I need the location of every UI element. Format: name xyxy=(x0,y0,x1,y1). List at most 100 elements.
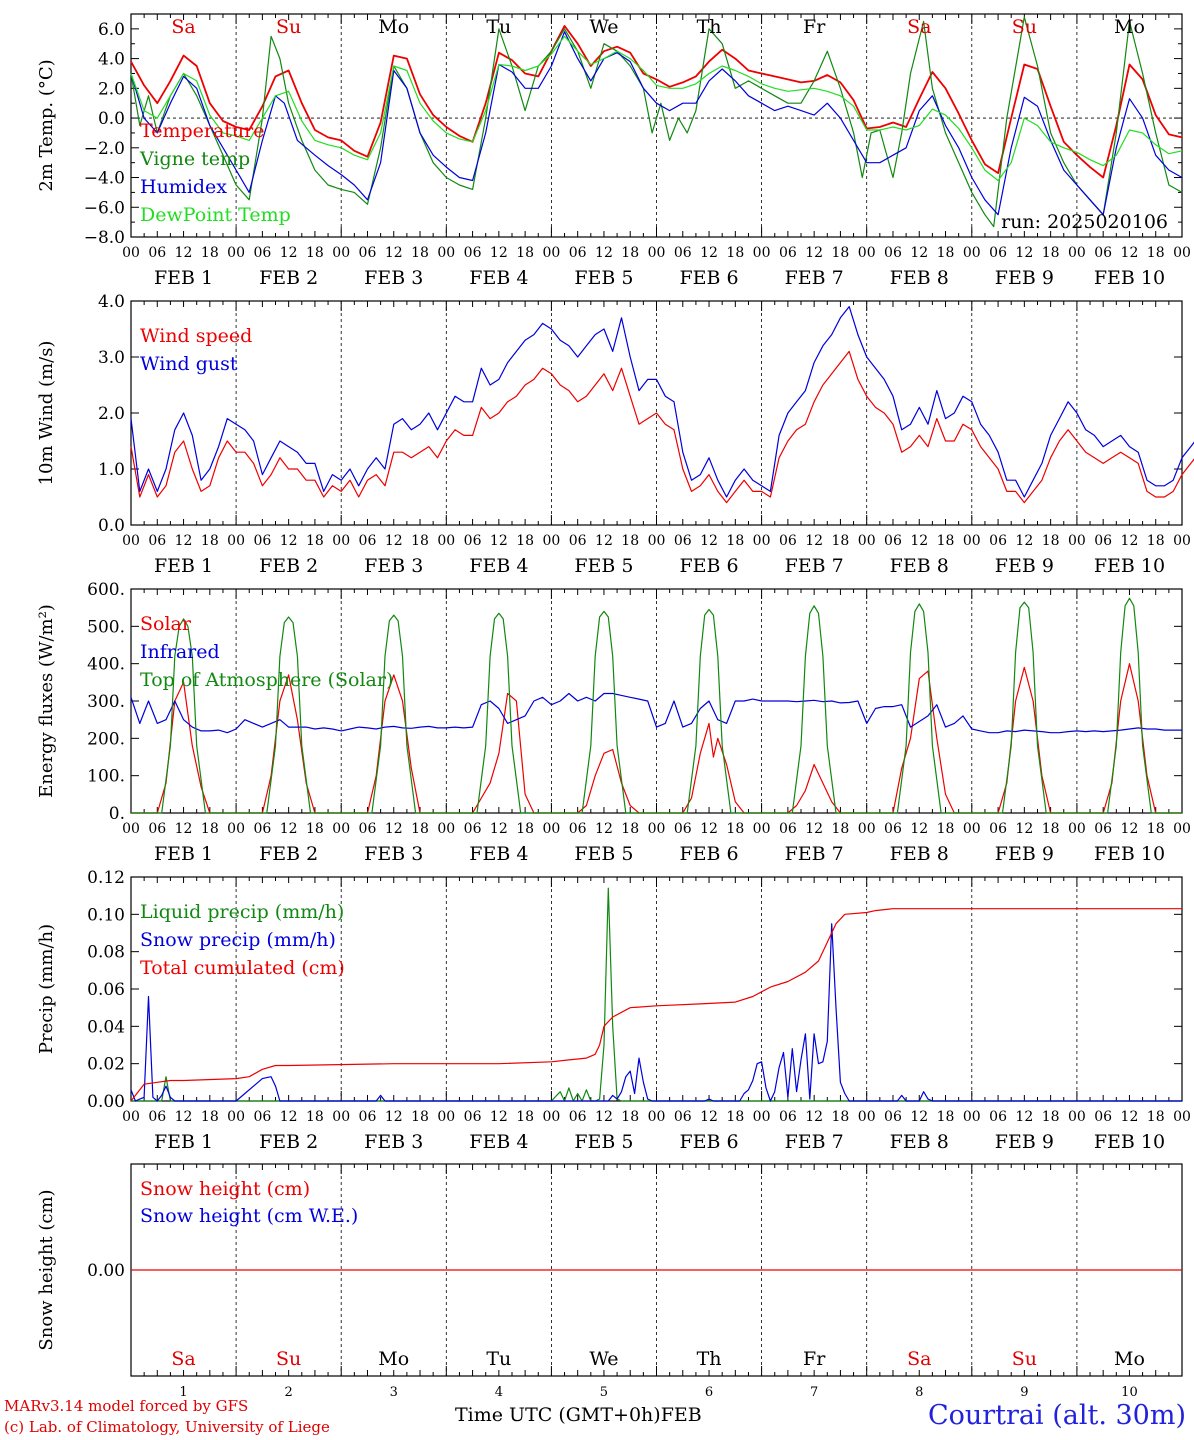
y-tick-label: 0.04 xyxy=(87,1017,125,1037)
run-label: run: 2025020106 xyxy=(1001,211,1168,233)
legend-entry: Snow height (cm) xyxy=(140,1178,310,1200)
hour-tick-label: 00 xyxy=(122,821,140,837)
hour-tick-label: 06 xyxy=(779,533,797,549)
day-name-bottom: Su xyxy=(1012,1348,1037,1370)
lab-credit: (c) Lab. of Climatology, University of L… xyxy=(4,1418,330,1436)
day-date-label: FEB 9 xyxy=(995,555,1054,577)
hour-tick-label: 06 xyxy=(989,245,1007,261)
day-number: 10 xyxy=(1121,1385,1138,1400)
hour-tick-label: 18 xyxy=(832,821,850,837)
hour-tick-label: 18 xyxy=(1147,533,1165,549)
hour-tick-label: 18 xyxy=(201,245,219,261)
day-date-label: FEB 4 xyxy=(469,555,528,577)
day-name-bottom: Mo xyxy=(1114,1348,1145,1370)
hour-tick-label: 00 xyxy=(1068,821,1086,837)
day-date-label: FEB 1 xyxy=(154,267,213,289)
hour-tick-label: 00 xyxy=(1173,821,1191,837)
station-title: Courtrai (alt. 30m) xyxy=(927,1400,1186,1431)
hour-tick-label: 06 xyxy=(884,245,902,261)
hour-tick-label: 06 xyxy=(1094,245,1112,261)
y-axis-label: Precip (mm/h) xyxy=(36,924,57,1054)
series-line xyxy=(131,597,1182,814)
day-number: 6 xyxy=(705,1385,713,1400)
hour-tick-label: 18 xyxy=(411,533,429,549)
hour-tick-label: 12 xyxy=(385,245,403,261)
hour-tick-label: 18 xyxy=(1042,1109,1060,1125)
day-date-label: FEB 10 xyxy=(1094,1131,1165,1153)
day-name-top: Th xyxy=(697,16,722,38)
hour-tick-label: 00 xyxy=(542,1109,560,1125)
hour-tick-label: 12 xyxy=(1121,821,1139,837)
hour-tick-label: 06 xyxy=(884,1109,902,1125)
hour-tick-label: 06 xyxy=(1094,533,1112,549)
day-name-bottom: Mo xyxy=(378,1348,409,1370)
legend-entry: Snow precip (mm/h) xyxy=(140,929,336,951)
hour-tick-label: 06 xyxy=(253,245,271,261)
hour-tick-label: 18 xyxy=(1147,245,1165,261)
hour-tick-label: 00 xyxy=(332,821,350,837)
y-tick-label: 2.0 xyxy=(98,404,125,424)
hour-tick-label: 12 xyxy=(910,533,928,549)
hour-tick-label: 12 xyxy=(280,533,298,549)
hour-tick-label: 00 xyxy=(1173,533,1191,549)
y-tick-label: 200. xyxy=(87,729,125,749)
x-axis-month: FEB xyxy=(660,1404,702,1426)
hour-tick-label: 12 xyxy=(1015,821,1033,837)
hour-tick-label: 18 xyxy=(1147,1109,1165,1125)
hour-tick-label: 18 xyxy=(411,245,429,261)
hour-tick-label: 00 xyxy=(1173,245,1191,261)
day-date-label: FEB 6 xyxy=(679,1131,738,1153)
hour-tick-label: 18 xyxy=(621,821,639,837)
day-date-label: FEB 3 xyxy=(364,267,423,289)
hour-tick-label: 12 xyxy=(595,821,613,837)
hour-tick-label: 06 xyxy=(359,533,377,549)
hour-tick-label: 18 xyxy=(411,821,429,837)
hour-tick-label: 18 xyxy=(832,1109,850,1125)
hour-tick-label: 12 xyxy=(280,1109,298,1125)
hour-tick-label: 06 xyxy=(464,245,482,261)
panel-5 xyxy=(130,1163,1183,1377)
x-axis-title: Time UTC (GMT+0h)FEB xyxy=(455,1404,702,1426)
hour-tick-label: 12 xyxy=(385,821,403,837)
hour-tick-label: 12 xyxy=(1121,1109,1139,1125)
y-tick-label: 500. xyxy=(87,617,125,637)
day-date-label: FEB 6 xyxy=(679,555,738,577)
hour-tick-label: 06 xyxy=(884,821,902,837)
hour-tick-label: 00 xyxy=(227,1109,245,1125)
hour-tick-label: 06 xyxy=(779,821,797,837)
hour-tick-label: 00 xyxy=(963,821,981,837)
hour-tick-label: 00 xyxy=(648,1109,666,1125)
day-date-label: FEB 8 xyxy=(890,843,949,865)
hour-tick-label: 18 xyxy=(516,1109,534,1125)
series-line xyxy=(130,31,1183,216)
day-name-bottom: Sa xyxy=(907,1348,931,1370)
hour-tick-label: 06 xyxy=(464,821,482,837)
series-line xyxy=(130,923,1182,1102)
hour-tick-label: 18 xyxy=(832,533,850,549)
hour-tick-label: 00 xyxy=(1173,1109,1191,1125)
day-number: 9 xyxy=(1020,1385,1028,1400)
legend-entry: Wind gust xyxy=(140,353,238,375)
series-line xyxy=(130,692,1182,734)
hour-tick-label: 12 xyxy=(1121,245,1139,261)
hour-tick-label: 00 xyxy=(963,245,981,261)
day-date-label: FEB 6 xyxy=(679,843,738,865)
panel-4 xyxy=(130,876,1183,1102)
day-date-label: FEB 5 xyxy=(574,267,633,289)
day-date-label: FEB 3 xyxy=(364,555,423,577)
hour-tick-label: 12 xyxy=(700,533,718,549)
hour-tick-label: 12 xyxy=(490,245,508,261)
hour-tick-label: 18 xyxy=(306,821,324,837)
hour-tick-label: 18 xyxy=(1042,821,1060,837)
model-credit: MARv3.14 model forced by GFS xyxy=(4,1397,249,1415)
hour-tick-label: 00 xyxy=(858,245,876,261)
y-tick-label: 0.00 xyxy=(87,1092,125,1112)
hour-tick-label: 06 xyxy=(779,1109,797,1125)
hour-tick-label: 12 xyxy=(805,821,823,837)
hour-tick-label: 18 xyxy=(306,533,324,549)
y-tick-label: 400. xyxy=(87,655,125,675)
hour-tick-label: 06 xyxy=(569,533,587,549)
day-date-label: FEB 2 xyxy=(259,1131,318,1153)
hour-tick-label: 18 xyxy=(306,1109,324,1125)
